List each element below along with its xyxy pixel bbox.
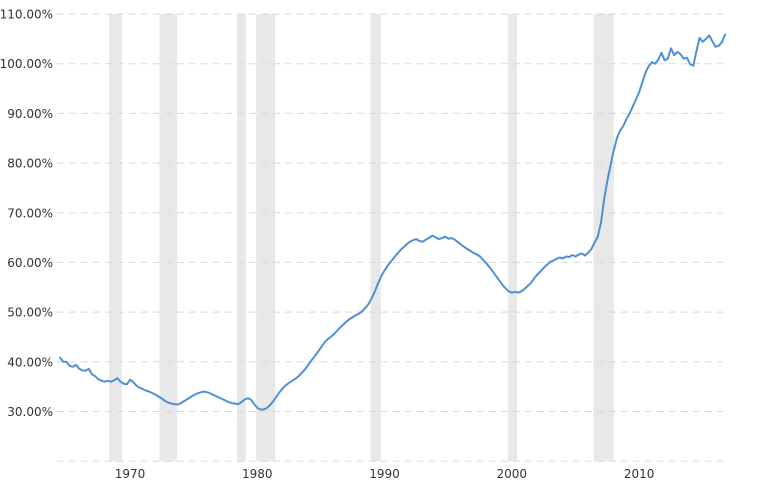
y-tick-label: 30.00% — [7, 405, 53, 419]
y-tick-label: 40.00% — [7, 355, 53, 369]
recession-band — [256, 14, 276, 462]
x-tick-label: 2010 — [624, 467, 655, 481]
y-tick-label: 60.00% — [7, 256, 53, 270]
y-tick-label: 110.00% — [0, 8, 53, 22]
recession-band — [237, 14, 246, 462]
debt-to-gdp-ratio-line — [59, 33, 727, 411]
recession-band — [508, 14, 517, 462]
y-tick-label: 90.00% — [7, 107, 53, 121]
x-tick-label: 1980 — [242, 467, 273, 481]
recession-band — [109, 14, 122, 462]
recession-band — [593, 14, 614, 462]
y-tick-label: 70.00% — [7, 206, 53, 220]
recession-band — [159, 14, 178, 462]
x-tick-label: 2000 — [497, 467, 528, 481]
y-tick-label: 50.00% — [7, 306, 53, 320]
x-tick-label: 1970 — [115, 467, 146, 481]
y-tick-label: 80.00% — [7, 157, 53, 171]
x-tick-label: 1990 — [369, 467, 400, 481]
y-tick-label: 100.00% — [0, 57, 53, 71]
recession-band — [370, 14, 381, 462]
